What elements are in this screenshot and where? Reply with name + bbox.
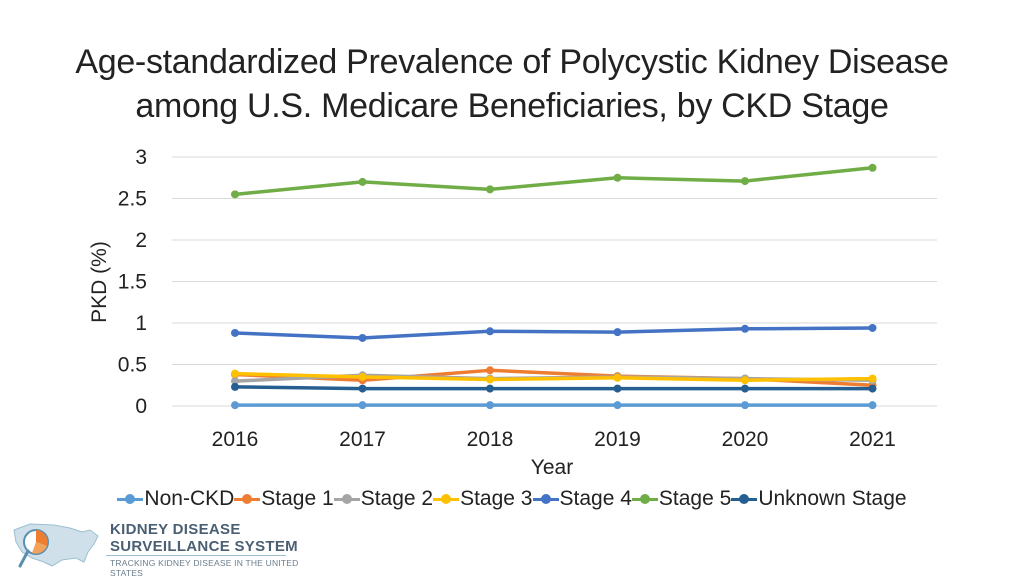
data-point-stage-4	[741, 324, 749, 333]
data-point-stage-5	[358, 177, 367, 186]
y-tick-label: 1.5	[118, 271, 147, 294]
line-chart: 0 0.5 1 1.5 2 2.5 3 2016 2017 2018 2019 2020 2021 Y…	[88, 146, 937, 479]
logo-divider	[106, 555, 286, 556]
data-point-non-ckd	[231, 401, 239, 410]
x-tick-label: 2018	[467, 428, 514, 451]
data-point-stage-3	[231, 369, 239, 378]
data-point-non-ckd	[613, 401, 622, 410]
logo-line-3: TRACKING KIDNEY DISEASE IN THE UNITED ST…	[110, 558, 299, 578]
chart-title-line-1: Age-standardized Prevalence of Polycysti…	[75, 43, 949, 81]
series-line-stage-3	[233, 371, 875, 383]
x-tick-label: 2021	[849, 428, 896, 451]
legend-label: Stage 3	[460, 487, 533, 510]
legend-marker-icon	[117, 492, 144, 506]
gridlines	[172, 156, 937, 407]
legend-label: Stage 4	[559, 487, 632, 510]
legend-marker-icon	[631, 492, 658, 506]
legend-label: Unknown Stage	[758, 487, 907, 510]
x-tick-label: 2016	[212, 428, 259, 451]
legend-item-stage-3: Stage 3	[433, 487, 533, 511]
legend-item-stage-2: Stage 2	[333, 487, 434, 511]
data-point-stage-3	[613, 373, 622, 382]
legend-label: Stage 1	[261, 487, 334, 510]
data-point-non-ckd	[741, 401, 749, 410]
data-point-unknown-stage	[486, 384, 494, 393]
data-point-unknown-stage	[868, 384, 877, 393]
series-non-ckd	[231, 401, 877, 410]
legend-item-non-ckd: Non-CKD	[117, 487, 234, 511]
y-tick-label: 2.5	[118, 188, 147, 211]
legend-marker-icon	[333, 492, 360, 506]
data-point-unknown-stage	[741, 384, 749, 393]
series-lines	[231, 163, 877, 410]
us-map-logo-icon	[13, 523, 99, 568]
legend-marker-icon	[731, 492, 758, 506]
data-point-non-ckd	[868, 401, 877, 410]
x-axis-label: Year	[531, 456, 573, 479]
chart-title: Age-standardized Prevalence of Polycysti…	[0, 40, 1024, 128]
legend-label: Non-CKD	[144, 487, 235, 510]
legend-label: Stage 5	[658, 487, 732, 510]
logo-line-2: SURVEILLANCE SYSTEM	[110, 538, 298, 555]
y-tick-label: 0.5	[118, 354, 147, 377]
data-point-stage-3	[358, 372, 367, 381]
series-stage-5	[231, 163, 877, 199]
data-point-stage-5	[741, 177, 749, 186]
series-stage-4	[231, 323, 877, 342]
y-tick-label: 0	[135, 395, 147, 418]
data-point-stage-4	[231, 328, 239, 337]
data-point-stage-4	[868, 323, 877, 332]
legend-marker-icon	[433, 492, 460, 506]
x-tick-label: 2019	[594, 428, 641, 451]
data-point-non-ckd	[358, 401, 367, 410]
series-unknown-stage	[231, 382, 877, 393]
x-tick-label: 2020	[722, 428, 769, 451]
data-point-stage-5	[613, 173, 622, 182]
chart-title-line-2: among U.S. Medicare Beneficiaries, by CK…	[135, 87, 889, 125]
x-tick-label: 2017	[339, 428, 386, 451]
data-point-unknown-stage	[231, 382, 239, 391]
series-line-unknown-stage	[233, 385, 875, 391]
y-tick-label: 1	[135, 312, 147, 335]
x-axis-ticks: 2016 2017 2018 2019 2020 2021	[212, 428, 896, 451]
series-line-stage-4	[233, 326, 875, 340]
data-point-stage-5	[486, 185, 494, 194]
series-stage-3	[231, 369, 877, 385]
logo-line-1: KIDNEY DISEASE	[110, 521, 241, 538]
data-point-unknown-stage	[358, 384, 367, 393]
data-point-stage-3	[868, 374, 877, 383]
legend-item-unknown-stage: Unknown Stage	[731, 487, 907, 511]
legend-marker-icon	[532, 492, 559, 506]
y-axis-label: PKD (%)	[88, 241, 111, 323]
data-point-stage-4	[613, 328, 622, 337]
data-point-unknown-stage	[613, 384, 622, 393]
data-point-stage-1	[486, 366, 494, 375]
data-point-stage-5	[868, 163, 877, 172]
data-point-stage-3	[741, 376, 749, 385]
legend-label: Stage 2	[360, 487, 434, 510]
legend-item-stage-4: Stage 4	[532, 487, 632, 511]
y-tick-label: 3	[135, 146, 147, 169]
legend-item-stage-1: Stage 1	[234, 487, 334, 511]
data-point-stage-2	[231, 377, 239, 386]
kidney-disease-surveillance-logo: KIDNEY DISEASE SURVEILLANCE SYSTEM TRACK…	[10, 518, 300, 578]
y-tick-label: 2	[135, 229, 147, 252]
data-point-stage-5	[231, 190, 239, 199]
chart-legend: Non-CKD Stage 1 Stage 2 Stage 3 Stage 4 Stage…	[0, 487, 1024, 511]
data-point-stage-3	[486, 375, 494, 384]
y-axis-ticks: 0 0.5 1 1.5 2 2.5 3	[118, 146, 147, 418]
legend-marker-icon	[234, 492, 261, 506]
data-point-stage-4	[358, 333, 367, 342]
data-point-stage-4	[486, 327, 494, 336]
series-line-stage-5	[233, 166, 875, 197]
data-point-non-ckd	[486, 401, 494, 410]
legend-item-stage-5: Stage 5	[631, 487, 732, 511]
